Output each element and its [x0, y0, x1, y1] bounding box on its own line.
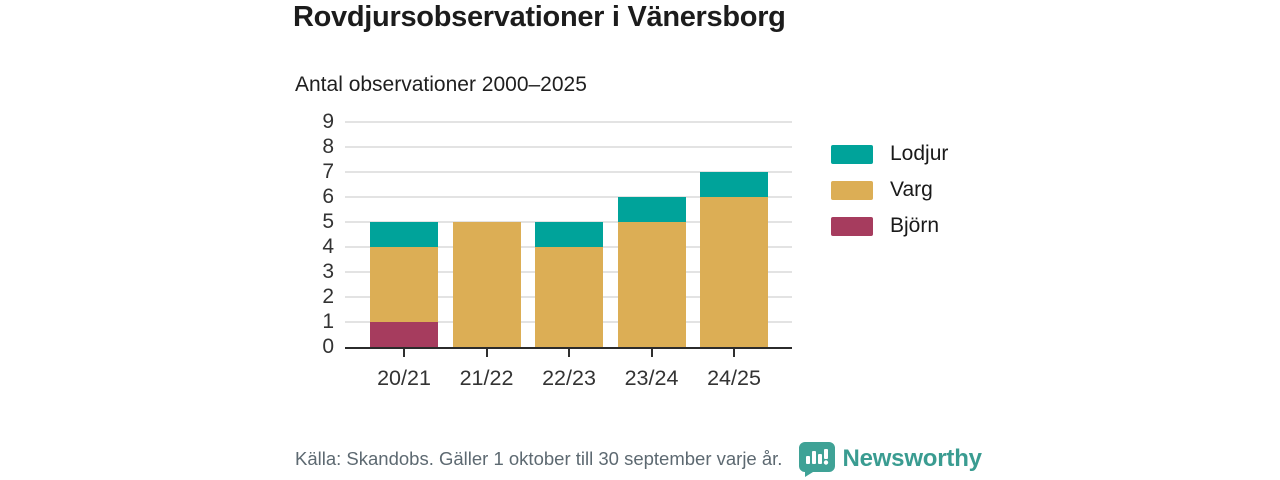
- gridline-y6: [345, 196, 792, 198]
- bar-column-24-25: 24/25: [700, 122, 768, 390]
- bar-column-20-21: 20/21: [370, 122, 438, 390]
- chart-subtitle: Antal observationer 2000–2025: [295, 73, 587, 96]
- x-tick-label: 23/24: [624, 366, 679, 390]
- newsworthy-brand-text: Newsworthy: [842, 445, 982, 472]
- x-tick-label: 22/23: [542, 366, 596, 390]
- y-tick-label: 4: [322, 235, 334, 258]
- gridline-y7: [345, 171, 792, 173]
- legend-label: Björn: [890, 214, 940, 237]
- gridline-y9: [345, 121, 792, 123]
- legend-item-lodjur: Lodjur: [831, 142, 948, 166]
- bar-column-21-22: 21/22: [452, 122, 521, 390]
- x-tick: [568, 349, 570, 357]
- x-tick: [403, 349, 405, 357]
- bars-container: 20/21 21/22 22/23 23/24 24/25: [345, 122, 792, 390]
- bar-column-23-24: 23/24: [617, 122, 686, 390]
- bar-stack: [535, 222, 603, 347]
- bar-segment-björn: [370, 322, 438, 347]
- bar-segment-lodjur: [370, 222, 438, 247]
- x-axis-line: [345, 346, 792, 349]
- legend-label: Varg: [890, 178, 933, 201]
- bar-segment-varg: [617, 222, 686, 347]
- bar-segment-lodjur: [617, 197, 686, 222]
- source-note: Källa: Skandobs. Gäller 1 oktober till 3…: [295, 448, 783, 469]
- x-tick: [650, 349, 653, 357]
- bar-segment-lodjur: [700, 172, 768, 197]
- bar-segment-varg: [452, 222, 521, 347]
- y-tick-label: 0: [322, 335, 334, 358]
- y-tick-label: 3: [322, 260, 334, 283]
- legend-item-varg: Varg: [831, 178, 948, 202]
- bar-stack: [370, 222, 438, 347]
- y-tick-label: 1: [322, 310, 334, 333]
- y-tick-label: 6: [322, 185, 334, 208]
- y-tick-label: 8: [322, 135, 334, 158]
- y-tick-label: 9: [322, 110, 334, 133]
- legend: Lodjur Varg Björn: [831, 142, 948, 238]
- newsworthy-brand: Newsworthy: [797, 441, 982, 477]
- bar-segment-lodjur: [535, 222, 603, 247]
- legend-swatch-björn: [831, 216, 873, 236]
- newsworthy-logo-icon: [799, 442, 836, 477]
- x-tick: [733, 349, 735, 357]
- bar-column-22-23: 22/23: [535, 122, 603, 390]
- x-tick-label: 20/21: [377, 366, 431, 390]
- gridline-y8: [345, 146, 792, 148]
- bar-stack: [700, 172, 768, 347]
- plot-area: 0 1 2 3 4 5 6 7 8 9 20/21 21/22 22/23 23/24 24/25: [322, 110, 792, 390]
- legend-item-björn: Björn: [831, 214, 948, 238]
- y-tick-label: 5: [322, 210, 334, 233]
- y-tick-label: 2: [322, 285, 334, 308]
- legend-swatch-varg: [831, 180, 873, 200]
- x-tick-label: 21/22: [459, 366, 514, 390]
- bar-segment-varg: [370, 247, 438, 322]
- footer: Källa: Skandobs. Gäller 1 oktober till 3…: [295, 441, 982, 477]
- legend-swatch-lodjur: [831, 144, 873, 164]
- bar-segment-varg: [700, 197, 768, 347]
- bar-stack: [452, 222, 521, 347]
- y-tick-label: 7: [322, 160, 334, 183]
- legend-label: Lodjur: [890, 142, 949, 165]
- chart-title: Rovdjursobservationer i Vänersborg: [293, 1, 786, 33]
- bar-segment-varg: [535, 247, 603, 347]
- bar-stack: [617, 197, 686, 347]
- x-tick-label: 24/25: [707, 366, 761, 390]
- x-tick: [485, 349, 488, 357]
